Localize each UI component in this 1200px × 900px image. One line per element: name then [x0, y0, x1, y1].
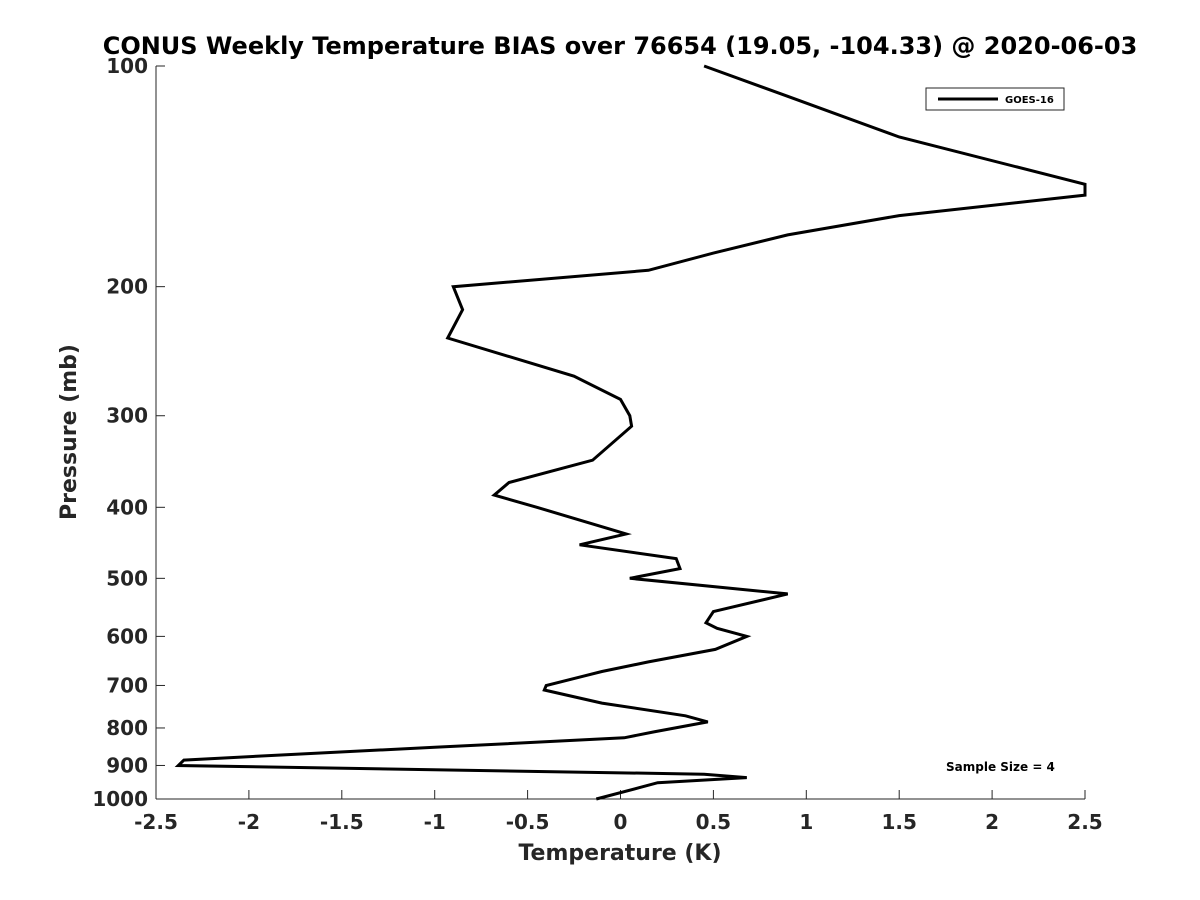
y-tick-label: 100	[106, 54, 148, 78]
legend-entry-goes-16: GOES-16	[1005, 95, 1054, 106]
y-axis-label: Pressure (mb)	[57, 344, 82, 520]
x-tick-label: 2	[985, 810, 999, 834]
y-tick-label: 900	[106, 753, 148, 777]
legend: GOES-16	[925, 87, 1065, 111]
chart-title: CONUS Weekly Temperature BIAS over 76654…	[103, 32, 1138, 60]
y-tick-label: 200	[106, 275, 148, 299]
y-tick-label: 400	[106, 495, 148, 519]
y-tick-label: 800	[106, 716, 148, 740]
x-tick-label: -1	[424, 810, 446, 834]
y-tick-label: 700	[106, 673, 148, 697]
series-line-goes-16	[174, 64, 1087, 801]
x-tick-label: 0.5	[696, 810, 731, 834]
x-tick-label: 1	[799, 810, 813, 834]
series-layer	[174, 64, 1087, 801]
y-tick-label: 600	[106, 624, 148, 648]
x-tick-label: -2.5	[134, 810, 178, 834]
x-tick-label: 0	[614, 810, 628, 834]
sample-size-annotation: Sample Size = 4	[946, 760, 1055, 774]
plot-area	[155, 66, 1085, 800]
x-tick-label: 2.5	[1067, 810, 1102, 834]
x-tick-label: -2	[238, 810, 260, 834]
x-tick-label: 1.5	[881, 810, 916, 834]
x-tick-label: -0.5	[506, 810, 550, 834]
x-tick-label: -1.5	[320, 810, 364, 834]
x-axis-label: Temperature (K)	[518, 841, 721, 866]
y-tick-label: 1000	[92, 787, 148, 811]
x-axis-ticks: -2.5 -2 -1.5 -1 -0.5 0 0.5 1 1.5 2 2.5	[134, 790, 1103, 834]
y-tick-label: 300	[106, 404, 148, 428]
y-tick-label: 500	[106, 566, 148, 590]
y-axis-ticks: 100 200 300 400 500 600 700 800 900 1000	[92, 54, 165, 811]
